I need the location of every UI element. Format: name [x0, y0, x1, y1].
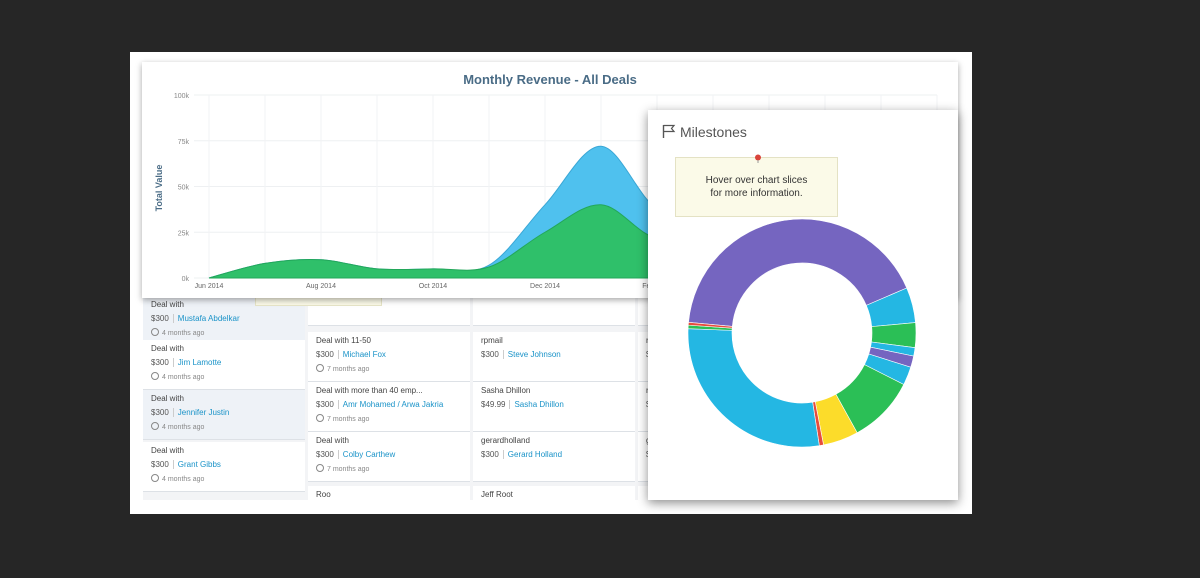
deal-amount: $300	[316, 450, 339, 459]
chart-title: Monthly Revenue - All Deals	[463, 72, 637, 87]
clock-icon	[316, 414, 324, 422]
deal-card[interactable]: Sasha Dhillon $49.99 Sasha Dhillon	[473, 382, 635, 432]
deal-age-text: 4 months ago	[162, 476, 205, 483]
deal-age: 4 months ago	[151, 372, 297, 381]
deal-amount: $300	[316, 350, 339, 359]
deal-card[interactable]: rpmail $300 Steve Johnson	[473, 332, 635, 382]
deal-title: Deal with	[316, 436, 349, 445]
deal-card[interactable]: Deal with more than 40 emp... $300 Amr Moh…	[308, 382, 470, 432]
clock-icon	[151, 474, 159, 482]
x-tick-label: Aug 2014	[306, 283, 336, 290]
deal-title: Deal with	[151, 446, 184, 455]
deal-age-text: 4 months ago	[162, 330, 205, 337]
deal-contact-link[interactable]: Gerard Holland	[507, 450, 563, 459]
deal-age-text: 7 months ago	[327, 416, 370, 423]
deal-age: 7 months ago	[316, 364, 462, 373]
deal-title: Roo	[316, 490, 331, 499]
deal-card[interactable]: Deal with $300 Grant Gibbs 4 months ago	[143, 442, 305, 492]
deal-amount: $300	[481, 350, 504, 359]
tooltip-line-1: Hover over chart slices	[705, 175, 808, 186]
deal-contact-link[interactable]: Grant Gibbs	[177, 460, 221, 469]
x-tick-label: Dec 2014	[530, 283, 560, 290]
deal-title: Deal with more than 40 emp...	[316, 386, 423, 395]
milestones-panel: Milestones Hover over chart slices for m…	[648, 110, 958, 500]
deal-amount: $49.99	[481, 400, 511, 409]
deal-age: 4 months ago	[151, 474, 297, 483]
deal-amount: $300	[481, 450, 504, 459]
y-tick-label: 100k	[174, 93, 190, 100]
y-tick-label: 25k	[178, 230, 190, 237]
deal-age: 4 months ago	[151, 422, 297, 431]
deal-title: Deal with	[151, 344, 184, 353]
deal-title: gerardholland	[481, 436, 530, 445]
x-tick-label: Oct 2014	[419, 283, 448, 290]
deal-age: 7 months ago	[316, 414, 462, 423]
deal-title: Deal with 11-50	[316, 336, 371, 345]
clock-icon	[316, 364, 324, 372]
deal-amount: $300	[151, 460, 174, 469]
x-tick-label: Jun 2014	[195, 283, 224, 290]
deal-title: Jeff Root	[481, 490, 513, 499]
deal-card[interactable]: gerardholland $300 Gerard Holland	[473, 432, 635, 482]
y-tick-label: 50k	[178, 185, 190, 192]
donut-slice[interactable]	[688, 218, 908, 327]
deal-age: 4 months ago	[151, 328, 297, 337]
deal-contact-link[interactable]: Colby Carthew	[342, 450, 396, 459]
deal-age-text: 7 months ago	[327, 466, 370, 473]
milestones-tooltip: Hover over chart slices for more informa…	[675, 154, 838, 217]
tooltip-line-2: for more information.	[710, 188, 803, 199]
donut-slice[interactable]	[687, 328, 820, 448]
clock-icon	[151, 328, 159, 336]
flag-icon	[662, 124, 676, 142]
deal-contact-link[interactable]: Mustafa Abdelkar	[177, 314, 240, 323]
deal-contact-link[interactable]: Sasha Dhillon	[514, 400, 564, 409]
deal-card[interactable]: Deal with $300 Colby Carthew 7 months ago	[308, 432, 470, 482]
pipeline-column: Deal with $300 Mustafa Abdelkar 4 months ag…	[143, 282, 305, 500]
deal-title: Sasha Dhillon	[481, 386, 531, 395]
y-tick-label: 75k	[178, 139, 190, 146]
deal-contact-link[interactable]: Steve Johnson	[507, 350, 561, 359]
clock-icon	[151, 422, 159, 430]
deal-contact-link[interactable]: Amr Mohamed / Arwa Jakria	[342, 400, 444, 409]
deal-amount: $300	[151, 408, 174, 417]
y-tick-label: 0k	[182, 276, 190, 283]
pin-icon	[754, 154, 762, 163]
deal-title: Deal with	[151, 300, 184, 309]
clock-icon	[151, 372, 159, 380]
y-axis-label: Total Value	[154, 165, 164, 212]
deal-card[interactable]: Jeff Root	[473, 486, 635, 500]
deal-card[interactable]: Roo	[308, 486, 470, 500]
deal-title: rpmail	[481, 336, 503, 345]
deal-contact-link[interactable]: Jim Lamotte	[177, 358, 222, 367]
deal-card[interactable]: Deal with $300 Jennifer Justin 4 months ago	[143, 390, 305, 440]
clock-icon	[316, 464, 324, 472]
deal-title: Deal with	[151, 394, 184, 403]
deal-amount: $300	[316, 400, 339, 409]
deal-contact-link[interactable]: Michael Fox	[342, 350, 386, 359]
milestones-header: Milestones	[662, 124, 747, 142]
deal-amount: $300	[151, 314, 174, 323]
deal-age-text: 4 months ago	[162, 374, 205, 381]
deal-amount: $300	[151, 358, 174, 367]
deal-card[interactable]: Deal with $300 Mustafa Abdelkar 4 months ag…	[143, 296, 305, 346]
donut-slice[interactable]	[687, 321, 733, 329]
deal-contact-link[interactable]: Jennifer Justin	[177, 408, 230, 417]
y-axis-ticks: 0k 25k 50k 75k 100k	[174, 93, 190, 283]
deal-age: 7 months ago	[316, 464, 462, 473]
deal-card[interactable]: Deal with $300 Jim Lamotte 4 months ago	[143, 340, 305, 390]
milestones-donut-chart[interactable]	[648, 110, 958, 500]
deal-age-text: 7 months ago	[327, 366, 370, 373]
deal-age-text: 4 months ago	[162, 424, 205, 431]
deal-card[interactable]: Deal with 11-50 $300 Michael Fox 7 months a…	[308, 332, 470, 382]
milestones-title: Milestones	[680, 124, 747, 140]
